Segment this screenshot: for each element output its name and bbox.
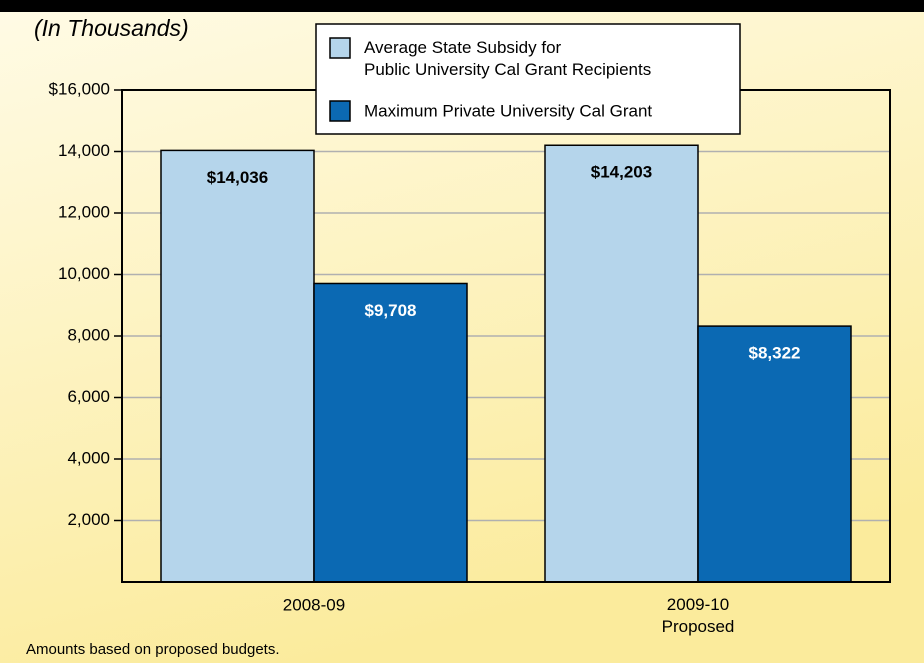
- y-tick-label: 8,000: [67, 325, 110, 344]
- note: Amounts based on proposed budgets.: [26, 641, 280, 658]
- legend-label: Maximum Private University Cal Grant: [364, 101, 652, 120]
- legend-box: [315, 23, 741, 135]
- legend-swatch: [329, 37, 351, 59]
- bar: [544, 144, 699, 583]
- y-tick-label: 14,000: [58, 141, 110, 160]
- legend-label: Average State Subsidy for Public Universi…: [364, 38, 651, 79]
- y-tick-label: 12,000: [58, 202, 110, 221]
- subtitle: (In Thousands): [34, 15, 189, 41]
- bar: [160, 149, 315, 583]
- value-label: $9,708: [365, 301, 417, 320]
- bar: [313, 282, 468, 583]
- x-tick-label: 2008-09: [283, 595, 345, 614]
- y-tick-label: 2,000: [67, 510, 110, 529]
- x-tick-label: 2009-10 Proposed: [662, 595, 735, 636]
- legend-swatch: [329, 100, 351, 122]
- value-label: $14,036: [207, 168, 268, 187]
- y-tick-label: 6,000: [67, 387, 110, 406]
- value-label: $8,322: [749, 344, 801, 363]
- y-tick-label: 10,000: [58, 264, 110, 283]
- value-label: $14,203: [591, 163, 652, 182]
- bar: [697, 325, 852, 583]
- top-bar: [0, 0, 924, 12]
- y-tick-label: 4,000: [67, 448, 110, 467]
- y-tick-label: $16,000: [49, 79, 110, 98]
